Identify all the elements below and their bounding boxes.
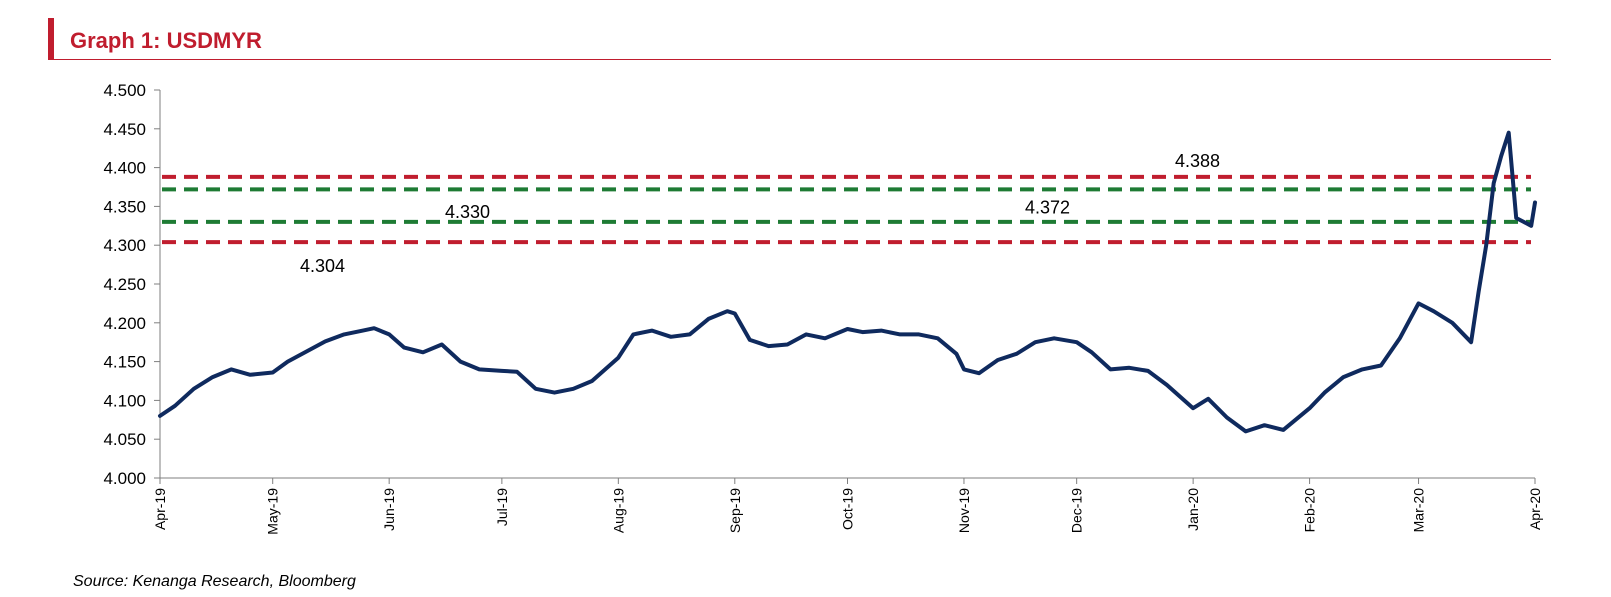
y-tick-label: 4.100 <box>103 391 146 410</box>
usdmyr-line-chart: 4.500 4.450 4.400 4.350 4.300 4.250 4.200 4.150… <box>103 81 1543 535</box>
y-tick-label: 4.050 <box>103 430 146 449</box>
level-lines <box>162 174 1531 245</box>
level-label-4.304: 4.304 <box>300 256 345 276</box>
y-tick-label: 4.450 <box>103 120 146 139</box>
x-tick-label: Jun-19 <box>381 488 397 531</box>
level-label-4.372: 4.372 <box>1025 197 1070 217</box>
y-tick-label: 4.400 <box>103 159 146 178</box>
x-tick-label: Oct-19 <box>840 488 856 530</box>
y-tick-label: 4.350 <box>103 197 146 216</box>
series-layer <box>158 130 1537 434</box>
source-note: Source: Kenanga Research, Bloomberg <box>73 573 356 590</box>
y-tick-label: 4.250 <box>103 275 146 294</box>
level-label-4.330: 4.330 <box>445 202 490 222</box>
title-divider <box>48 59 1551 60</box>
x-tick-label: Jul-19 <box>494 488 510 526</box>
y-tick-label: 4.150 <box>103 353 146 372</box>
y-tick-label: 4.300 <box>103 236 146 255</box>
chart-axes: 4.500 4.450 4.400 4.350 4.300 4.250 4.200 4.150… <box>103 81 1543 535</box>
x-tick-label: May-19 <box>265 488 281 535</box>
usdmyr-series-line <box>158 130 1537 434</box>
title-bar: Graph 1: USDMYR <box>48 18 1551 60</box>
x-tick-label: Sep-19 <box>727 488 743 533</box>
x-tick-label: Nov-19 <box>956 488 972 533</box>
y-tick-label: 4.500 <box>103 81 146 100</box>
y-tick-label: 4.000 <box>103 469 146 488</box>
x-tick-label: Feb-20 <box>1302 488 1318 533</box>
x-tick-label: Apr-20 <box>1527 488 1543 530</box>
y-tick-label: 4.200 <box>103 314 146 333</box>
x-tick-label: Aug-19 <box>610 488 626 533</box>
x-tick-label: Jan-20 <box>1185 488 1201 531</box>
x-tick-label: Apr-19 <box>152 488 168 530</box>
title-accent-bar <box>48 18 54 60</box>
level-label-4.388: 4.388 <box>1175 151 1220 171</box>
chart-title: Graph 1: USDMYR <box>70 28 262 53</box>
level-labels: 4.388 4.372 4.330 4.304 <box>300 151 1220 276</box>
x-tick-label: Mar-20 <box>1411 488 1427 533</box>
x-tick-label: Dec-19 <box>1069 488 1085 533</box>
